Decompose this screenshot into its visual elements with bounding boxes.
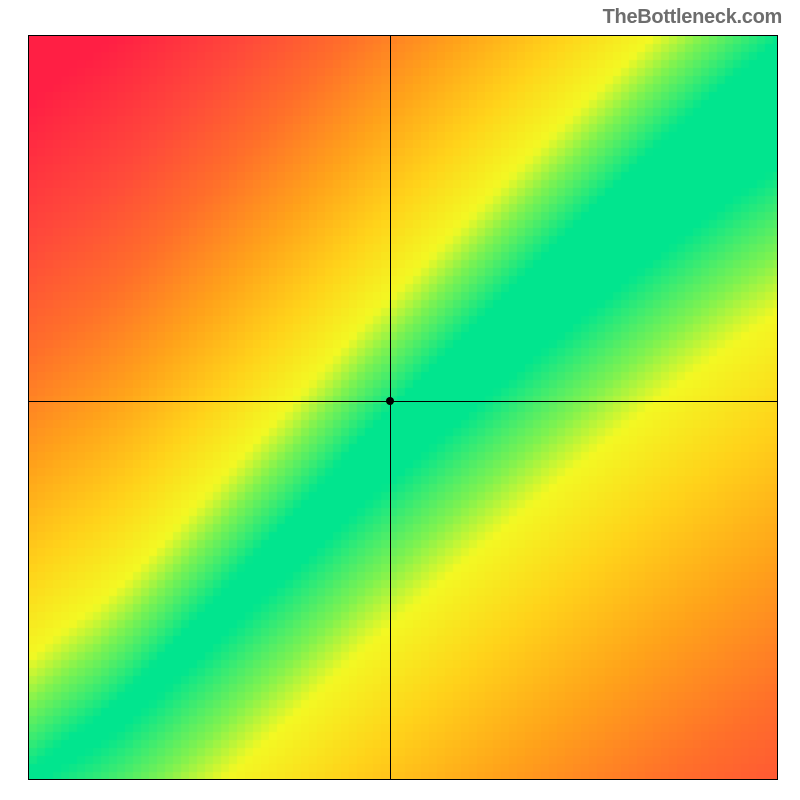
chart-container: TheBottleneck.com: [0, 0, 800, 800]
crosshair-horizontal: [28, 401, 778, 402]
brand-watermark: TheBottleneck.com: [603, 6, 782, 29]
plot-frame: [28, 35, 778, 780]
crosshair-vertical: [390, 35, 391, 780]
crosshair-dot: [386, 397, 394, 405]
